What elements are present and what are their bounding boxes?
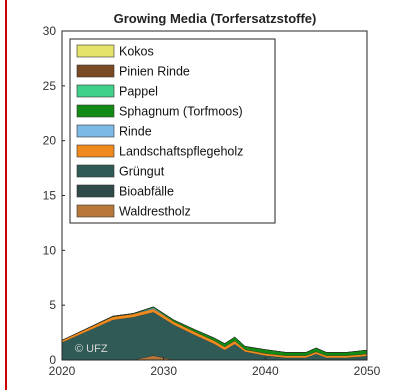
y-tick-label: 20 [43, 134, 57, 148]
legend-swatch-rinde [76, 124, 115, 138]
y-tick-label: 5 [49, 298, 56, 312]
legend-label-waldrestholz: Waldrestholz [119, 205, 191, 219]
y-tick-label: 15 [43, 189, 57, 203]
y-axis: 0 5 10 15 20 25 30 [43, 24, 65, 367]
legend-swatch-pappel [76, 84, 115, 98]
legend-swatch-sphagnum-torfmoos [76, 104, 115, 118]
y-tick-label: 0 [49, 353, 56, 367]
legend-label-grungut: Grüngut [119, 165, 165, 179]
x-tick-label: 2030 [150, 364, 177, 378]
copyright-watermark: © UFZ [75, 343, 108, 355]
x-axis: 2020 2030 2040 2050 [49, 357, 381, 378]
legend-swatch-landschaftspflegeholz [76, 144, 115, 158]
legend-label-pinien-rinde: Pinien Rinde [119, 65, 190, 79]
y-tick-label: 10 [43, 243, 57, 257]
legend: Kokos Pinien Rinde Pappel Sphagnum (Torfmoo… [69, 38, 276, 224]
legend-swatch-bioabfalle [76, 184, 115, 198]
x-tick-label: 2050 [354, 364, 381, 378]
legend-swatch-waldrestholz [76, 204, 115, 218]
chart-title: Growing Media (Torfersatzstoffe) [114, 11, 317, 26]
legend-label-rinde: Rinde [119, 125, 152, 139]
legend-label-bioabfalle: Bioabfälle [119, 185, 174, 199]
legend-label-sphagnum-torfmoos: Sphagnum (Torfmoos) [119, 105, 243, 119]
legend-swatch-kokos [76, 44, 115, 58]
legend-items: Kokos Pinien Rinde Pappel Sphagnum (Torfmoo… [76, 44, 243, 219]
left-border-line [5, 0, 7, 390]
y-tick-label: 30 [43, 24, 57, 38]
legend-label-kokos: Kokos [119, 45, 154, 59]
y-tick-label: 25 [43, 79, 57, 93]
legend-label-pappel: Pappel [119, 85, 158, 99]
legend-label-landschaftspflegeholz: Landschaftspflegeholz [119, 145, 243, 159]
legend-swatch-grungut [76, 164, 115, 178]
x-tick-label: 2020 [49, 364, 76, 378]
legend-swatch-pinien-rinde [76, 64, 115, 78]
x-tick-label: 2040 [252, 364, 279, 378]
